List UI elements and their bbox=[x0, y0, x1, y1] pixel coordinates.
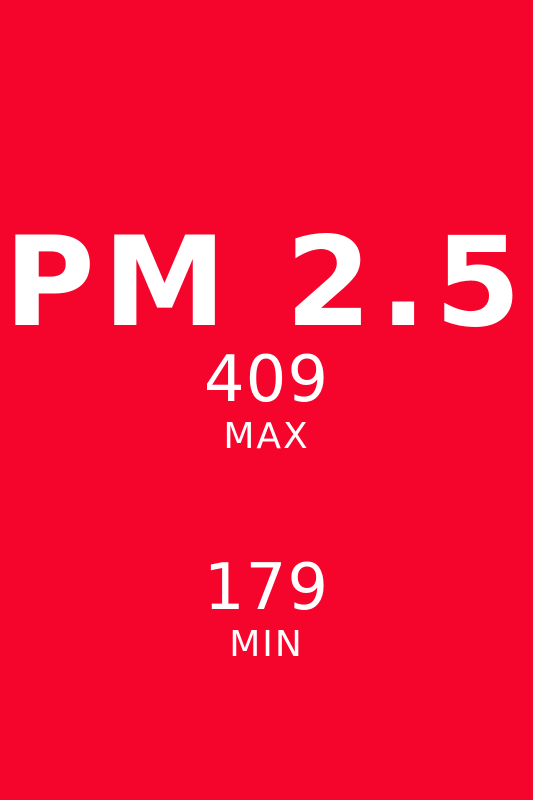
max-stat: 409 MAX bbox=[0, 344, 533, 458]
max-label: MAX bbox=[0, 416, 533, 458]
max-value: 409 bbox=[0, 344, 533, 416]
min-label: MIN bbox=[0, 624, 533, 666]
pm25-title: PM 2.5 bbox=[0, 208, 533, 358]
min-value: 179 bbox=[0, 552, 533, 624]
min-stat: 179 MIN bbox=[0, 552, 533, 666]
